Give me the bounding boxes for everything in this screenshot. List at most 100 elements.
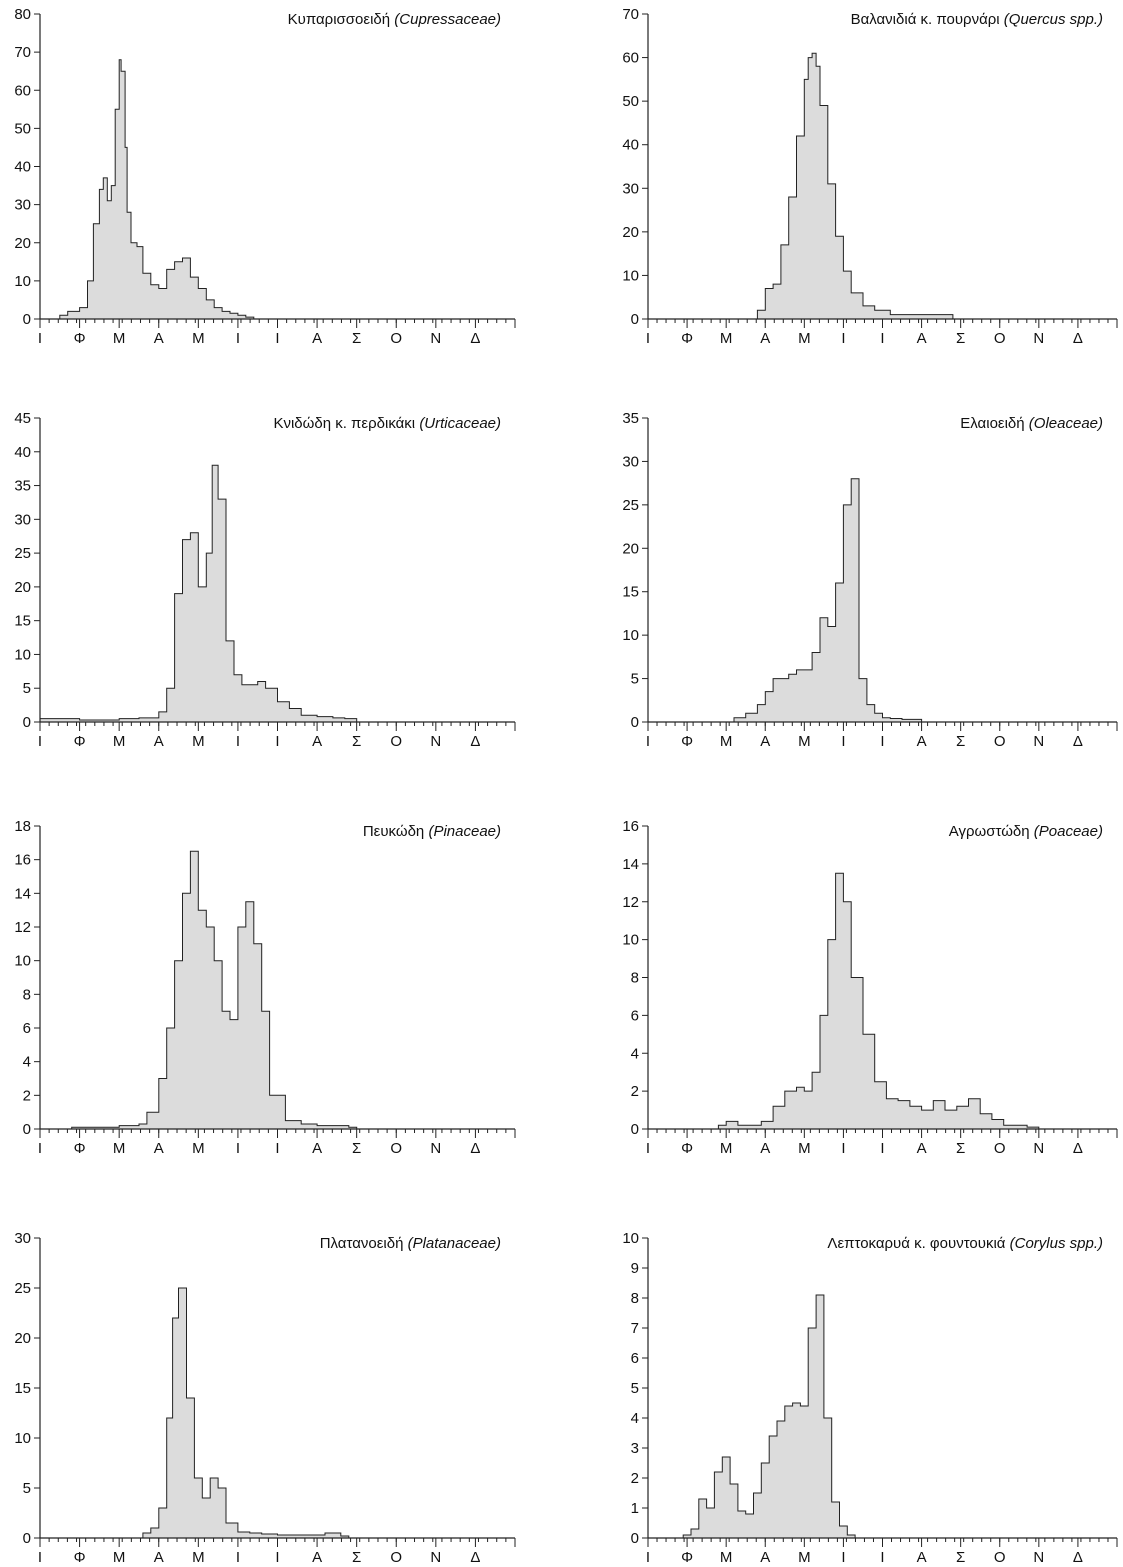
x-month-label: Ι (841, 330, 845, 347)
x-month-label: Δ (470, 1140, 480, 1157)
y-tick-label: 25 (14, 1280, 31, 1297)
y-tick-label: 25 (622, 497, 639, 514)
x-month-label: Ι (236, 1140, 240, 1157)
x-month-label: Α (917, 1549, 927, 1566)
chart-panel: 0 10 20 30 40 50 60 70 Ι Φ Μ Α Μ Ι Ι Α Σ Ο Ν Δ Βαλανιδιά κ. … (622, 6, 1118, 347)
x-month-label: Δ (470, 1549, 480, 1566)
x-month-label: Ι (841, 733, 845, 750)
y-tick-label: 9 (631, 1260, 639, 1277)
y-tick-label: 14 (14, 885, 31, 902)
y-tick-label: 0 (631, 311, 639, 328)
chart-title: Κυπαρισσοειδή (Cupressaceae) (288, 11, 501, 28)
y-tick-label: 10 (14, 953, 31, 970)
x-month-label: Δ (1073, 1549, 1083, 1566)
x-month-label: Ι (38, 1549, 42, 1566)
y-tick-label: 18 (14, 818, 31, 835)
x-month-label: Σ (352, 733, 361, 750)
x-month-label: Ι (236, 733, 240, 750)
x-month-label: Μ (798, 733, 811, 750)
series-area (39, 464, 358, 723)
x-month-label: Σ (956, 330, 965, 347)
chart-title: Βαλανιδιά κ. πουρνάρι (Quercus spp.) (851, 11, 1103, 28)
y-tick-label: 8 (631, 970, 639, 987)
x-month-label: Μ (798, 1549, 811, 1566)
x-month-label: Ι (880, 1140, 884, 1157)
y-tick-label: 2 (23, 1087, 31, 1104)
x-month-label: Α (917, 733, 927, 750)
y-tick-label: 30 (14, 197, 31, 214)
y-tick-label: 0 (631, 714, 639, 731)
x-month-label: Α (760, 1549, 770, 1566)
x-month-label: Α (154, 733, 164, 750)
x-month-label: Α (312, 1140, 322, 1157)
series-area (726, 478, 923, 723)
x-month-label: Δ (470, 733, 480, 750)
x-month-label: Ι (275, 1549, 279, 1566)
x-month-label: Ι (236, 1549, 240, 1566)
chart-title: Αγρωστώδη (Poaceae) (949, 823, 1103, 840)
y-tick-label: 20 (622, 224, 639, 241)
x-month-label: Φ (74, 733, 86, 750)
y-tick-label: 8 (631, 1290, 639, 1307)
y-tick-label: 4 (631, 1410, 639, 1427)
y-tick-label: 60 (622, 50, 639, 67)
y-tick-label: 5 (631, 671, 639, 688)
y-tick-label: 10 (14, 273, 31, 290)
x-month-label: Ι (275, 330, 279, 347)
y-tick-label: 10 (622, 627, 639, 644)
x-month-label: Ι (646, 733, 650, 750)
x-month-label: Ι (38, 733, 42, 750)
x-month-label: Ν (1033, 1140, 1044, 1157)
x-month-label: Ν (430, 1549, 441, 1566)
y-tick-label: 15 (14, 1380, 31, 1397)
x-month-label: Δ (1073, 330, 1083, 347)
x-month-label: Φ (74, 1140, 86, 1157)
x-month-label: Ι (275, 1140, 279, 1157)
x-month-label: Μ (798, 330, 811, 347)
x-month-label: Α (154, 1549, 164, 1566)
y-tick-label: 5 (23, 1480, 31, 1497)
x-month-label: Μ (720, 330, 733, 347)
chart-title: Κνιδώδη κ. περδικάκι (Urticaceae) (273, 415, 501, 432)
chart-panel: 0 5 10 15 20 25 30 Ι Φ Μ Α Μ Ι Ι Α Σ Ο Ν Δ Πλατανοειδή (Pla… (14, 1230, 516, 1566)
x-month-label: Φ (681, 1140, 693, 1157)
y-tick-label: 40 (622, 137, 639, 154)
y-tick-label: 60 (14, 82, 31, 99)
series-area (51, 59, 286, 320)
series-area (706, 872, 1040, 1130)
y-tick-label: 5 (23, 680, 31, 697)
x-month-label: Σ (352, 1549, 361, 1566)
x-month-label: Α (760, 330, 770, 347)
x-month-label: Ν (1033, 1549, 1044, 1566)
x-month-label: Δ (470, 330, 480, 347)
y-tick-label: 20 (14, 235, 31, 252)
x-month-label: Μ (113, 1140, 126, 1157)
x-month-label: Ν (1033, 330, 1044, 347)
y-tick-label: 15 (14, 613, 31, 630)
x-month-label: Ο (994, 1549, 1006, 1566)
y-tick-label: 70 (622, 6, 639, 23)
x-month-label: Ι (646, 1549, 650, 1566)
y-tick-label: 10 (14, 646, 31, 663)
x-month-label: Μ (720, 1549, 733, 1566)
x-month-label: Ι (880, 733, 884, 750)
x-month-label: Ο (994, 733, 1006, 750)
y-tick-label: 10 (14, 1430, 31, 1447)
x-month-label: Μ (113, 733, 126, 750)
x-month-label: Ο (390, 733, 402, 750)
x-month-label: Ι (646, 1140, 650, 1157)
chart-panel: 0 2 4 6 8 10 12 14 16 18 Ι Φ Μ Α Μ Ι Ι Α Σ Ο Ν Δ Πευκώδη (Pina… (14, 818, 516, 1157)
x-month-label: Ι (841, 1140, 845, 1157)
x-month-label: Ι (38, 1140, 42, 1157)
y-tick-label: 10 (622, 932, 639, 949)
y-tick-label: 5 (631, 1380, 639, 1397)
y-tick-label: 15 (622, 584, 639, 601)
x-month-label: Φ (74, 1549, 86, 1566)
y-tick-label: 6 (23, 1020, 31, 1037)
y-tick-label: 6 (631, 1350, 639, 1367)
chart-panel: 0 1 2 3 4 5 6 7 8 9 10 Ι Φ Μ Α Μ Ι Ι Α Σ Ο Ν Δ Λεπτοκαρυά κ. φο… (622, 1230, 1118, 1566)
x-month-label: Ν (1033, 733, 1044, 750)
y-tick-label: 4 (23, 1054, 31, 1071)
chart-panel: 0 5 10 15 20 25 30 35 40 45 Ι Φ Μ Α Μ Ι Ι Α Σ Ο Ν Δ Κνιδώδη κ.… (14, 410, 516, 750)
